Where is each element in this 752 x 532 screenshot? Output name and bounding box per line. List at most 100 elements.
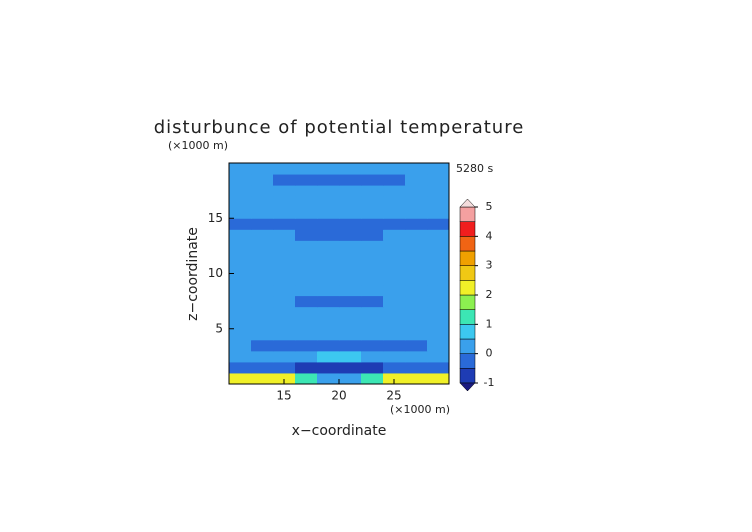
field-cell	[383, 317, 406, 330]
field-cell	[295, 240, 318, 252]
field-cell	[229, 317, 252, 330]
field-cell	[361, 284, 384, 297]
field-cell	[251, 317, 274, 330]
field-cell	[251, 251, 274, 263]
colorbar-band	[459, 206, 476, 222]
field-cell	[295, 207, 318, 219]
field-cell	[229, 328, 252, 341]
field-cell	[295, 185, 318, 197]
field-cell	[361, 361, 384, 374]
colorbar-tick-label: 5	[486, 200, 493, 213]
field-cell	[383, 328, 406, 341]
field-cell	[339, 207, 362, 219]
field-cell	[361, 317, 384, 330]
field-cell	[405, 273, 428, 286]
field-cell	[427, 262, 450, 274]
field-cell	[339, 163, 362, 175]
field-cell	[383, 185, 406, 197]
field-cell	[383, 207, 406, 219]
x-axis-label: x−coordinate	[292, 423, 387, 439]
field-cell	[339, 350, 362, 363]
field-cell	[251, 240, 274, 252]
field-cell	[295, 284, 318, 297]
colorbar-band	[459, 221, 476, 237]
field-cell	[405, 284, 428, 297]
field-cell	[339, 251, 362, 263]
field-cell	[317, 174, 340, 186]
field-cell	[273, 273, 296, 286]
field-cell	[339, 372, 362, 385]
field-cell	[317, 317, 340, 330]
field-cell	[229, 229, 252, 241]
colorbar-tick-label: 1	[486, 317, 493, 330]
field-cell	[251, 273, 274, 286]
field-cell	[273, 284, 296, 297]
field-cell	[383, 196, 406, 208]
field-cell	[361, 372, 384, 385]
field-cell	[427, 339, 450, 352]
field-cell	[229, 372, 252, 385]
field-cell	[361, 328, 384, 341]
colorbar-band	[459, 265, 476, 281]
field-cell	[339, 196, 362, 208]
field-cell	[295, 174, 318, 186]
field-cell	[361, 339, 384, 352]
field-cell	[361, 207, 384, 219]
colorbar-extend-low	[459, 382, 476, 392]
field-cell	[295, 218, 318, 230]
field-cell	[251, 328, 274, 341]
x-unit: (×1000 m)	[390, 403, 450, 416]
field-cell	[383, 361, 406, 374]
field-cell	[229, 306, 252, 319]
field-cell	[251, 163, 274, 175]
field-cell	[251, 262, 274, 274]
field-cell	[251, 207, 274, 219]
field-cell	[229, 339, 252, 352]
field-cell	[405, 218, 428, 230]
field-cell	[317, 306, 340, 319]
field-cell	[339, 240, 362, 252]
field-cell	[317, 196, 340, 208]
field-cell	[229, 273, 252, 286]
field-cell	[361, 196, 384, 208]
field-cell	[383, 273, 406, 286]
field-cell	[339, 218, 362, 230]
field-cell	[427, 317, 450, 330]
field-cell	[251, 361, 274, 374]
field-cell	[383, 229, 406, 241]
colorbar-tick-label: 3	[486, 259, 493, 272]
field-cell	[229, 196, 252, 208]
field-cell	[361, 163, 384, 175]
field-cell	[405, 295, 428, 308]
field-cell	[405, 339, 428, 352]
colorbar-band	[459, 280, 476, 296]
field-cell	[361, 218, 384, 230]
field-cell	[295, 163, 318, 175]
colorbar-band	[459, 250, 476, 266]
field-cell	[383, 163, 406, 175]
field-cell	[361, 185, 384, 197]
y-axis-label: z−coordinate	[185, 227, 201, 321]
field-cell	[427, 207, 450, 219]
field-cell	[405, 306, 428, 319]
field-cell	[273, 350, 296, 363]
colorbar-extend-high	[459, 198, 476, 208]
field-cell	[273, 240, 296, 252]
field-cell	[273, 196, 296, 208]
field-cell	[427, 240, 450, 252]
field-cell	[317, 350, 340, 363]
field-cell	[295, 339, 318, 352]
field-cell	[361, 262, 384, 274]
field-cell	[251, 174, 274, 186]
field-cell	[405, 196, 428, 208]
field-cell	[251, 218, 274, 230]
field-cell	[295, 372, 318, 385]
field-cell	[427, 361, 450, 374]
colorbar-band	[459, 338, 476, 354]
field-cell	[427, 196, 450, 208]
field-cell	[317, 251, 340, 263]
field-cell	[317, 361, 340, 374]
field-cell	[405, 185, 428, 197]
field-cell	[251, 350, 274, 363]
field-cell	[317, 328, 340, 341]
